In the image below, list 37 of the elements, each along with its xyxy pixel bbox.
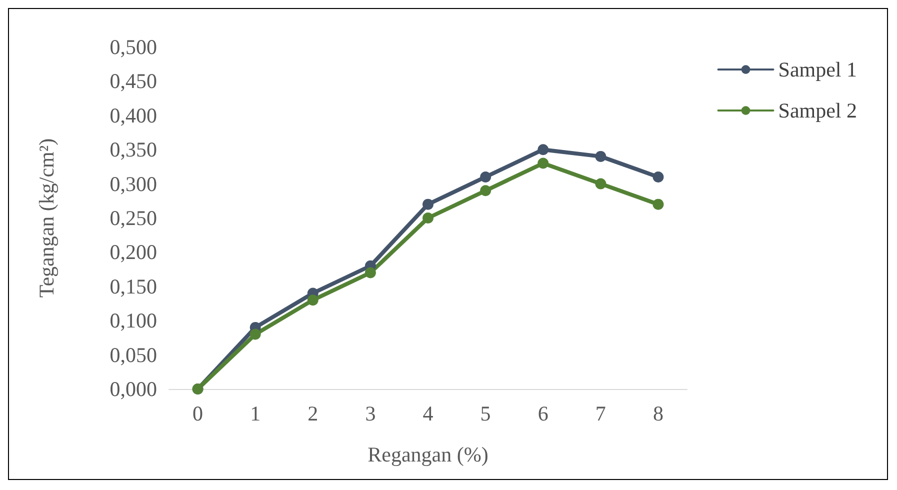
point	[652, 198, 664, 210]
point	[480, 185, 492, 196]
point	[250, 328, 261, 340]
point	[652, 171, 664, 182]
point	[422, 212, 434, 224]
legend-label: Sampel 1	[778, 58, 858, 82]
y-tick-label: 0,400	[110, 103, 157, 128]
y-tick-label: 0,500	[110, 35, 157, 59]
y-tick-label: 0,450	[110, 69, 157, 94]
point	[595, 150, 606, 162]
y-tick-label: 0,200	[110, 240, 157, 264]
x-tick-label: 4	[422, 402, 434, 426]
point	[422, 198, 434, 210]
y-tick-label: 0,150	[110, 274, 157, 298]
legend-label: Sampel 2	[778, 98, 858, 122]
y-tick-label: 0,350	[110, 138, 157, 162]
point	[538, 158, 549, 169]
x-tick-label: 2	[308, 402, 318, 426]
point	[595, 178, 606, 190]
y-tick-label: 0,050	[110, 342, 157, 367]
point	[480, 171, 492, 182]
point	[538, 144, 549, 156]
x-tick-label: 7	[595, 402, 606, 426]
point	[364, 267, 376, 278]
x-tick-label: 8	[652, 402, 664, 426]
y-tick-label: 0,000	[110, 377, 157, 401]
y-tick-label: 0,300	[110, 172, 157, 196]
x-tick-label: 0	[192, 402, 204, 426]
x-tick-label: 3	[365, 402, 376, 426]
y-axis-title: Tegangan (kg/cm²)	[34, 138, 58, 298]
point	[307, 294, 318, 306]
x-tick-label: 6	[538, 402, 548, 426]
y-tick-label: 0,250	[110, 206, 157, 230]
x-tick-label: 1	[250, 402, 261, 426]
x-axis-title: Regangan (%)	[368, 442, 488, 466]
y-tick-label: 0,100	[110, 308, 157, 333]
x-tick-label: 5	[480, 402, 491, 426]
